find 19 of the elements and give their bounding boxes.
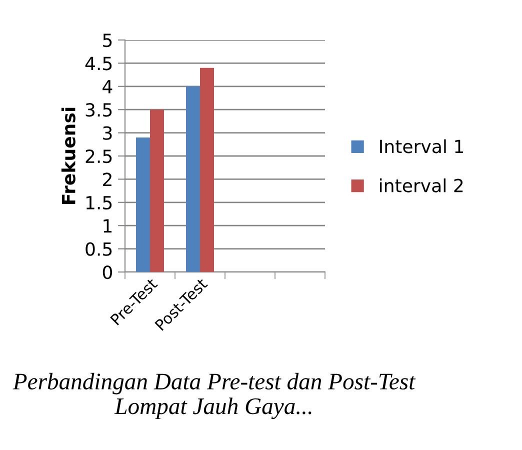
bar: [186, 86, 200, 272]
y-tick-label: 3.5: [86, 103, 112, 117]
bar: [150, 110, 164, 272]
bar: [200, 68, 214, 272]
text: Perbandingan Data Pre-test dan Post-Test Lompat Jauh Gaya...: [12, 372, 416, 420]
y-tick-label: 4.5: [85, 56, 112, 70]
y-tick-label: 1.5: [86, 196, 112, 210]
y-tick-label: 3: [103, 126, 112, 140]
y-tick-label: 2.5: [86, 149, 112, 164]
bar: [136, 137, 150, 272]
legend-label: interval 2: [380, 178, 463, 192]
y-tick-label: 0.5: [86, 242, 112, 256]
y-tick-label: 4: [102, 80, 112, 94]
y-tick-label: 2: [103, 172, 112, 186]
legend-label: Interval 1: [380, 139, 464, 154]
y-tick-label: 5: [103, 34, 112, 48]
y-axis-title: Frekuensi: [61, 108, 76, 204]
y-tick-label: 1: [104, 219, 112, 232]
y-tick-label: 0: [102, 265, 112, 280]
